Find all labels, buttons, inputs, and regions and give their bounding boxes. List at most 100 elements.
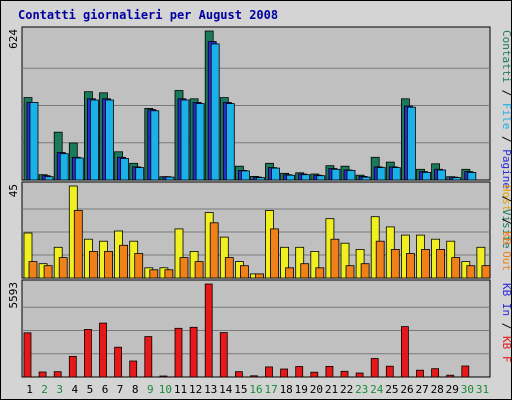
bar-kb-out xyxy=(239,265,249,279)
x-tick-label: 10 xyxy=(159,383,172,396)
legend-item: Pagine xyxy=(500,149,512,189)
legend-item: KB In xyxy=(500,283,512,316)
bar-file xyxy=(74,157,84,181)
x-tick-label: 26 xyxy=(400,383,413,396)
bar-kb-f xyxy=(310,371,319,378)
bar-kb-f xyxy=(38,371,47,378)
bar-kb-out xyxy=(73,210,83,279)
bar-kb-out xyxy=(255,273,264,279)
bar-kb-f xyxy=(84,328,92,378)
bar-kb-out xyxy=(104,250,113,279)
panel-bottom: 5593 xyxy=(7,279,491,378)
bar-kb-out xyxy=(375,240,385,279)
chart-panels: 624 45 5593 xyxy=(7,26,491,378)
x-tick-label: 1 xyxy=(26,383,33,396)
bar-file xyxy=(256,177,265,181)
bar-host xyxy=(174,228,184,279)
bar-host xyxy=(23,232,33,279)
legend-item: Host xyxy=(500,185,512,212)
bar-kb-f xyxy=(400,326,409,378)
bar-kb-out xyxy=(390,248,400,279)
x-tick-label: 25 xyxy=(385,383,398,396)
x-tick-label: 2 xyxy=(41,383,48,396)
bar-host xyxy=(280,246,290,279)
bar-file xyxy=(44,176,54,181)
bar-kb-f xyxy=(99,322,107,378)
bar-kb-out xyxy=(58,257,68,279)
x-tick-label: 9 xyxy=(147,383,154,396)
bar-file xyxy=(406,106,416,181)
bar-kb-f xyxy=(234,371,243,378)
bar-kb-f xyxy=(23,332,32,378)
x-tick-label: 22 xyxy=(340,383,353,396)
legend-item: / xyxy=(500,189,512,209)
bar-file xyxy=(452,177,462,181)
bar-kb-f xyxy=(385,365,394,378)
bar-file xyxy=(29,102,39,181)
legend-item: / xyxy=(500,316,512,336)
bar-kb-f xyxy=(53,371,62,378)
bar-kb-f xyxy=(461,365,470,378)
bar-file xyxy=(301,174,311,181)
legend-item: KB F xyxy=(500,336,512,363)
bar-file xyxy=(331,168,341,181)
legend-label: Contatti / File / Pagine / Visite xyxy=(500,30,512,249)
bar-kb-f xyxy=(68,355,77,378)
bar-file xyxy=(240,170,250,181)
bar-kb-out xyxy=(164,269,174,279)
bar-kb-out xyxy=(481,265,491,279)
x-axis-labels: 1 2 3 4 5 6 7 8 9 10 11 12 13 14 15 16 17 18 19 20 21 22 23 24 2… xyxy=(26,383,489,396)
x-tick-label: 6 xyxy=(102,383,109,396)
legend-label: KB In / KB F xyxy=(500,283,512,363)
x-tick-label: 28 xyxy=(431,383,444,396)
bar-kb-out xyxy=(315,267,325,279)
x-tick-label: 15 xyxy=(234,383,247,396)
bar-file xyxy=(90,99,99,181)
y-max-label: 624 xyxy=(7,29,20,49)
bar-kb-out xyxy=(451,257,461,279)
bar-kb-f xyxy=(295,366,304,378)
bar-kb-out xyxy=(209,222,219,279)
bar-file xyxy=(467,171,477,181)
legend-label: Host / KB Out xyxy=(500,185,512,271)
bar-file xyxy=(391,167,401,181)
bar-kb-f xyxy=(174,327,183,378)
bar-kb-out xyxy=(466,265,476,279)
bar-kb-f xyxy=(219,332,228,378)
bar-file xyxy=(346,169,356,181)
bar-kb-out xyxy=(43,265,53,279)
bar-kb-out xyxy=(179,257,189,279)
bar-kb-f xyxy=(431,368,440,378)
x-tick-label: 29 xyxy=(446,383,459,396)
bar-kb-out xyxy=(285,267,295,279)
x-tick-label: 17 xyxy=(264,383,277,396)
legend-item: File xyxy=(500,103,512,130)
bar-kb-out xyxy=(224,257,234,279)
legend-item: / xyxy=(500,129,512,149)
bar-kb-f xyxy=(446,374,455,378)
y-max-label: 5593 xyxy=(7,282,20,309)
bar-kb-f xyxy=(416,369,424,378)
bar-file xyxy=(150,110,160,181)
bar-file xyxy=(210,43,220,181)
bar-kb-f xyxy=(144,336,153,378)
x-tick-label: 7 xyxy=(117,383,124,396)
bar-host xyxy=(340,242,350,279)
x-tick-label: 30 xyxy=(461,383,474,396)
x-tick-label: 20 xyxy=(310,383,323,396)
x-tick-label: 31 xyxy=(476,383,489,396)
legend-item: / xyxy=(500,83,512,103)
x-tick-label: 3 xyxy=(56,383,63,396)
bar-file xyxy=(180,99,190,181)
bar-file xyxy=(271,167,280,181)
x-tick-label: 14 xyxy=(219,383,233,396)
x-tick-label: 27 xyxy=(415,383,428,396)
bar-kb-f xyxy=(204,283,213,378)
x-tick-label: 18 xyxy=(280,383,293,396)
bar-kb-out xyxy=(360,263,370,279)
y-max-label: 45 xyxy=(7,184,20,197)
bar-kb-out xyxy=(436,248,446,279)
bar-file xyxy=(437,169,447,181)
